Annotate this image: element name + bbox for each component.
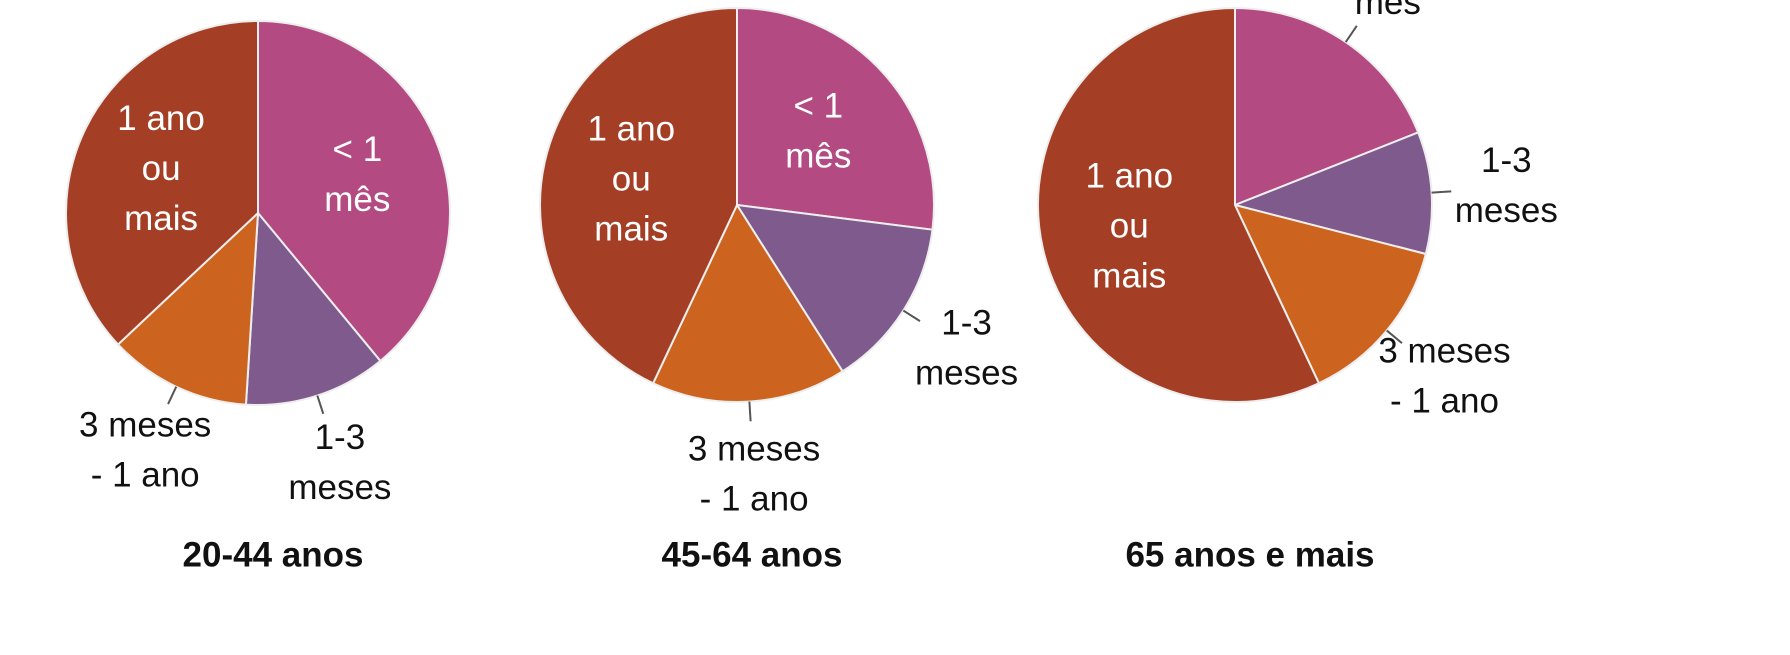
pie-slice	[116, 210, 260, 406]
slice-label: 1 ano ou mais	[587, 110, 675, 249]
slice-label: 1-3 meses	[288, 418, 391, 507]
pie-slice	[736, 6, 935, 231]
slice-label: 3 meses - 1 ano	[688, 430, 820, 519]
slice-label: 3 meses - 1 ano	[79, 406, 211, 495]
slice-label: 3 meses - 1 ano	[1378, 332, 1510, 421]
leader-line	[902, 309, 921, 322]
pie-slice	[1234, 6, 1420, 207]
chart-title: 65 anos e mais	[1125, 535, 1374, 574]
leader-line	[1386, 329, 1403, 344]
slice-label: 1-3 meses	[1455, 141, 1558, 230]
leader-line	[748, 401, 752, 422]
leader-line	[1344, 25, 1358, 43]
slice-label: 1 ano ou mais	[1085, 157, 1173, 296]
pie-slice	[1231, 131, 1433, 256]
pie-slice	[244, 210, 382, 406]
slice-label: 1 ano ou mais	[117, 99, 205, 238]
pie-slice	[1037, 6, 1321, 403]
pie-slice	[651, 202, 844, 403]
chart-title: 20-44 anos	[183, 535, 364, 574]
leader-line	[1431, 190, 1452, 194]
chart-title: 45-64 anos	[662, 535, 843, 574]
pie-slice	[257, 19, 451, 363]
pie-slice	[735, 203, 934, 373]
slice-label: 1-3 meses	[915, 304, 1018, 393]
pie-slice	[539, 6, 738, 385]
leader-line	[167, 386, 178, 405]
pie-slice	[65, 19, 259, 346]
pie-slice	[1233, 203, 1428, 385]
leader-line	[316, 395, 325, 415]
